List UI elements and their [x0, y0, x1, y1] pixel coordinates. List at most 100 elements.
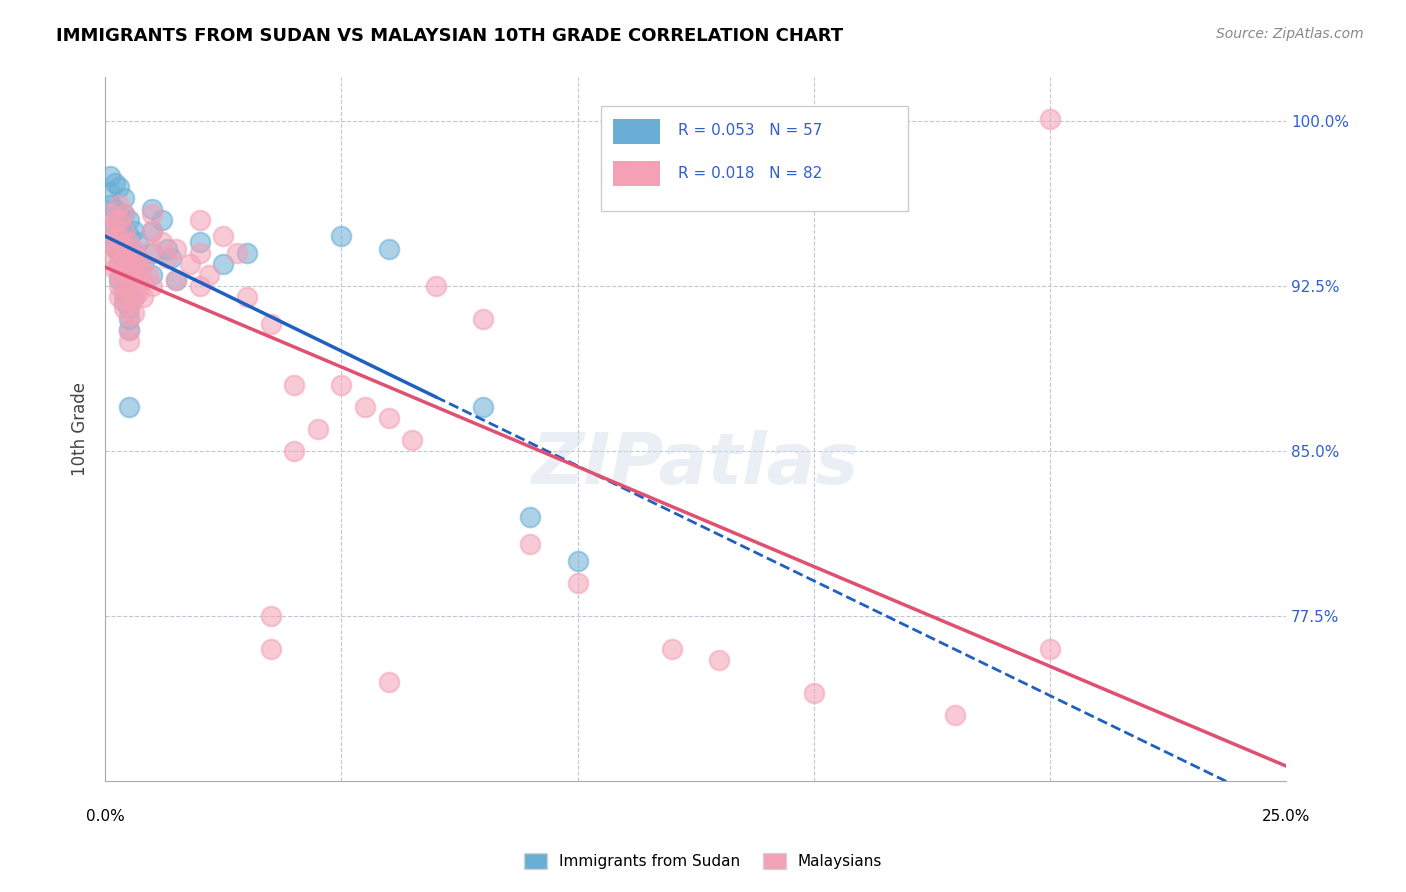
- Point: [112, 264, 135, 278]
- Point: [118, 279, 141, 293]
- Point: [283, 444, 305, 458]
- Point: [108, 273, 131, 287]
- Point: [122, 290, 145, 304]
- Point: [150, 213, 173, 227]
- Point: [472, 401, 495, 415]
- Point: [118, 294, 141, 309]
- Point: [165, 273, 187, 287]
- FancyBboxPatch shape: [613, 161, 661, 186]
- FancyBboxPatch shape: [613, 119, 661, 145]
- Point: [118, 251, 141, 265]
- Point: [118, 213, 141, 227]
- Point: [283, 378, 305, 392]
- Y-axis label: 10th Grade: 10th Grade: [72, 383, 89, 476]
- Point: [98, 235, 121, 250]
- Point: [141, 246, 163, 260]
- Point: [132, 257, 155, 271]
- Point: [112, 294, 135, 309]
- Point: [127, 285, 149, 300]
- Point: [104, 213, 127, 227]
- Point: [108, 207, 131, 221]
- Point: [118, 323, 141, 337]
- Point: [377, 675, 399, 690]
- Point: [141, 268, 163, 283]
- Point: [259, 609, 281, 624]
- Point: [98, 198, 121, 212]
- Point: [188, 235, 211, 250]
- Point: [188, 213, 211, 227]
- Point: [141, 202, 163, 217]
- Point: [122, 306, 145, 320]
- Text: Source: ZipAtlas.com: Source: ZipAtlas.com: [1216, 27, 1364, 41]
- Point: [156, 251, 179, 265]
- Point: [104, 242, 127, 256]
- Point: [104, 240, 127, 254]
- Point: [236, 246, 259, 260]
- Text: R = 0.053   N = 57: R = 0.053 N = 57: [678, 123, 823, 138]
- Point: [127, 251, 149, 265]
- Point: [1039, 642, 1062, 657]
- Point: [108, 246, 131, 260]
- Point: [104, 228, 127, 243]
- Point: [141, 279, 163, 293]
- Point: [108, 279, 131, 293]
- Point: [122, 268, 145, 283]
- Point: [104, 218, 127, 232]
- Point: [122, 290, 145, 304]
- Point: [104, 251, 127, 265]
- Point: [108, 198, 131, 212]
- Point: [118, 334, 141, 349]
- Point: [127, 268, 149, 283]
- Point: [112, 251, 135, 265]
- Point: [150, 235, 173, 250]
- Point: [132, 257, 155, 271]
- Point: [104, 228, 127, 243]
- Point: [188, 279, 211, 293]
- Text: R = 0.018   N = 82: R = 0.018 N = 82: [678, 166, 823, 180]
- Point: [118, 264, 141, 278]
- Point: [118, 301, 141, 316]
- Point: [132, 290, 155, 304]
- Point: [519, 536, 541, 550]
- Text: IMMIGRANTS FROM SUDAN VS MALAYSIAN 10TH GRADE CORRELATION CHART: IMMIGRANTS FROM SUDAN VS MALAYSIAN 10TH …: [56, 27, 844, 45]
- Point: [118, 251, 141, 265]
- Point: [226, 246, 249, 260]
- Text: ZIPatlas: ZIPatlas: [531, 430, 859, 499]
- Point: [112, 285, 135, 300]
- Point: [98, 169, 121, 184]
- Point: [112, 301, 135, 316]
- Point: [112, 191, 135, 205]
- Point: [108, 228, 131, 243]
- Point: [661, 642, 683, 657]
- Point: [425, 279, 447, 293]
- Point: [112, 224, 135, 238]
- Point: [118, 264, 141, 278]
- Point: [108, 242, 131, 256]
- Point: [108, 235, 131, 250]
- Point: [108, 213, 131, 227]
- Point: [104, 202, 127, 217]
- Point: [122, 257, 145, 271]
- Point: [307, 422, 329, 436]
- Point: [112, 290, 135, 304]
- Point: [141, 207, 163, 221]
- Point: [330, 378, 353, 392]
- Point: [112, 252, 135, 267]
- Point: [112, 277, 135, 292]
- Point: [165, 242, 187, 256]
- Text: 0.0%: 0.0%: [86, 809, 125, 824]
- Point: [330, 228, 353, 243]
- Point: [108, 257, 131, 271]
- Point: [136, 268, 159, 283]
- Point: [118, 290, 141, 304]
- Point: [108, 268, 131, 283]
- Point: [709, 653, 731, 667]
- Point: [122, 273, 145, 287]
- Point: [1039, 112, 1062, 127]
- Point: [118, 279, 141, 293]
- Point: [156, 242, 179, 256]
- Point: [108, 180, 131, 194]
- Point: [118, 228, 141, 243]
- Point: [122, 242, 145, 256]
- Point: [122, 246, 145, 260]
